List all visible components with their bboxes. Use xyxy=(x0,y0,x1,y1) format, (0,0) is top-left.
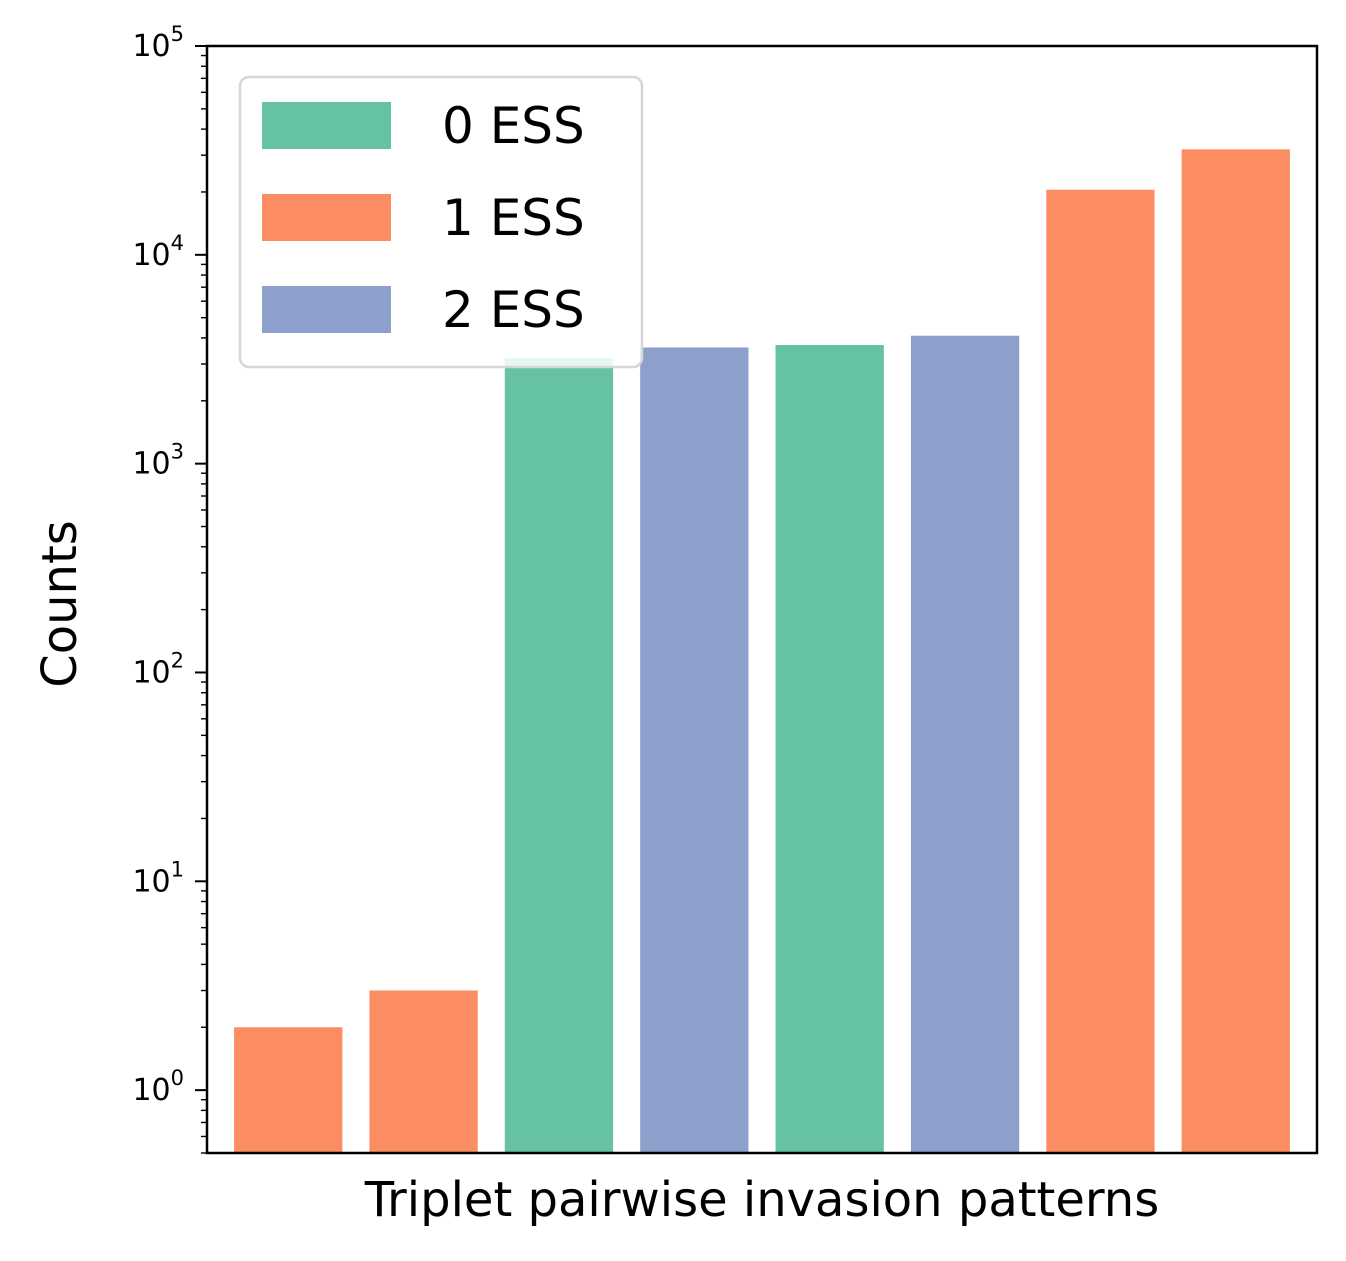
plot-frame xyxy=(205,44,1319,1155)
x-axis-label: Triplet pairwise invasion patterns xyxy=(364,1172,1159,1228)
y-tick-label: 104 xyxy=(132,231,184,273)
bar-5 xyxy=(775,344,884,1153)
legend-swatch-0 xyxy=(262,102,391,149)
legend-swatch-1 xyxy=(262,194,391,241)
y-axis-ticks: 100 101 102 103 104 105 xyxy=(132,22,207,1154)
legend-label-0: 0 ESS xyxy=(442,97,585,155)
bar-3 xyxy=(504,358,614,1154)
bar-4 xyxy=(640,347,749,1153)
bars-layer xyxy=(234,149,1290,1154)
y-axis-label: Counts xyxy=(32,520,88,688)
legend-label-2: 2 ESS xyxy=(442,281,585,339)
y-tick-label: 100 xyxy=(132,1066,184,1108)
legend-label-1: 1 ESS xyxy=(442,189,585,247)
y-tick-label: 105 xyxy=(132,22,184,64)
bar-1 xyxy=(234,1027,343,1153)
legend: 0 ESS 1 ESS 2 ESS xyxy=(238,75,644,369)
y-tick-label: 101 xyxy=(132,857,184,899)
bar-7 xyxy=(1046,189,1155,1153)
bar-8 xyxy=(1181,149,1290,1154)
bar-2 xyxy=(369,990,478,1153)
legend-swatch-2 xyxy=(262,286,391,333)
y-tick-label: 102 xyxy=(132,648,184,690)
bar-6 xyxy=(910,335,1020,1153)
y-tick-label: 103 xyxy=(132,440,184,482)
